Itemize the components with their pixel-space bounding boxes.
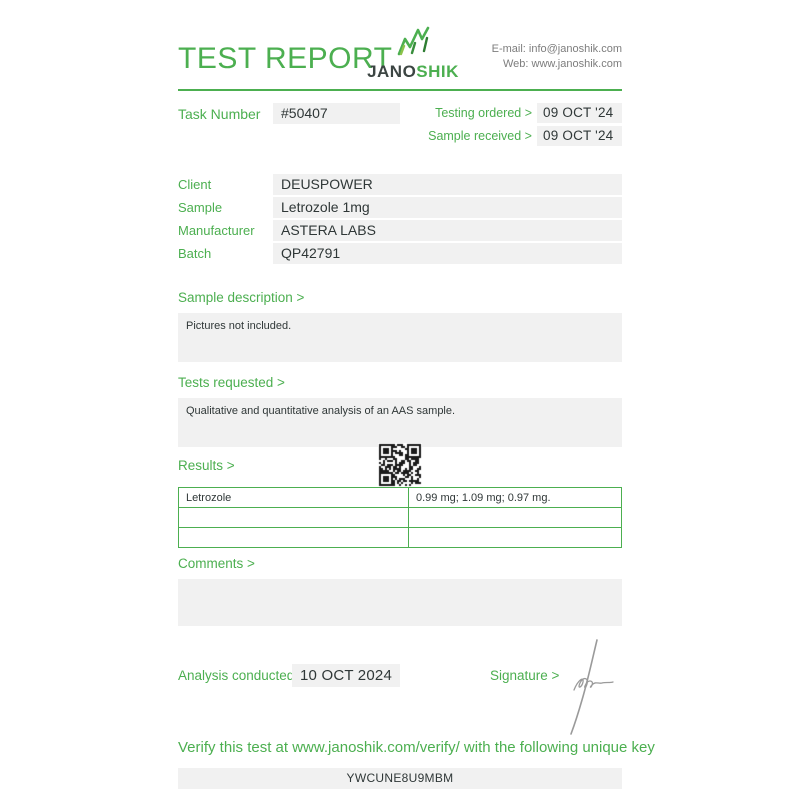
unique-key-value: YWCUNE8U9MBM [178, 768, 622, 789]
result-substance [178, 507, 409, 528]
table-row: Letrozole 0.99 mg; 1.09 mg; 0.97 mg. [178, 487, 622, 508]
result-substance: Letrozole [178, 487, 409, 508]
comments-box [178, 579, 622, 626]
janoshik-logo: JANOSHIK [363, 26, 463, 82]
sample-description-box: Pictures not included. [178, 313, 622, 362]
sample-description-label: Sample description > [178, 290, 305, 305]
client-label: Client [178, 177, 212, 192]
logo-text-secondary: SHIK [416, 62, 459, 81]
logo-wordmark: JANOSHIK [363, 62, 463, 82]
manufacturer-value: ASTERA LABS [273, 220, 622, 241]
tests-requested-box: Qualitative and quantitative analysis of… [178, 398, 622, 447]
result-value: 0.99 mg; 1.09 mg; 0.97 mg. [408, 487, 622, 508]
batch-label: Batch [178, 246, 212, 261]
logo-chart-icon [397, 26, 430, 56]
results-table: Letrozole 0.99 mg; 1.09 mg; 0.97 mg. [178, 487, 622, 548]
contact-web: Web: www.janoshik.com [502, 58, 622, 70]
sample-value: Letrozole 1mg [273, 197, 622, 218]
table-row [178, 507, 622, 528]
task-number-label: Task Number [178, 106, 261, 122]
analysis-date-value: 10 OCT 2024 [292, 664, 400, 687]
header-divider [178, 89, 622, 91]
manufacturer-label: Manufacturer [178, 223, 255, 238]
task-number-value: #50407 [273, 103, 400, 124]
testing-ordered-value: 09 OCT '24 [537, 103, 622, 123]
result-value [408, 507, 622, 528]
page-title: TEST REPORT [178, 42, 393, 75]
result-value [408, 527, 622, 548]
sample-received-value: 09 OCT '24 [537, 126, 622, 146]
signature-image [570, 639, 614, 735]
table-row [178, 527, 622, 548]
results-label: Results > [178, 458, 235, 473]
signature-label: Signature > [490, 668, 560, 683]
qr-code [378, 443, 422, 487]
comments-label: Comments > [178, 556, 255, 571]
contact-email: E-mail: info@janoshik.com [491, 43, 622, 55]
verify-instruction: Verify this test at www.janoshik.com/ver… [178, 739, 655, 756]
batch-value: QP42791 [273, 243, 622, 264]
sample-received-label: Sample received > [428, 129, 532, 143]
contact-info: E-mail: info@janoshik.com Web: www.janos… [492, 42, 622, 72]
logo-text-primary: JANO [367, 62, 417, 81]
testing-ordered-label: Testing ordered > [435, 106, 532, 120]
tests-requested-label: Tests requested > [178, 375, 285, 390]
sample-label: Sample [178, 200, 223, 215]
analysis-conducted-label: Analysis conducted > [178, 668, 306, 683]
client-value: DEUSPOWER [273, 174, 622, 195]
result-substance [178, 527, 409, 548]
